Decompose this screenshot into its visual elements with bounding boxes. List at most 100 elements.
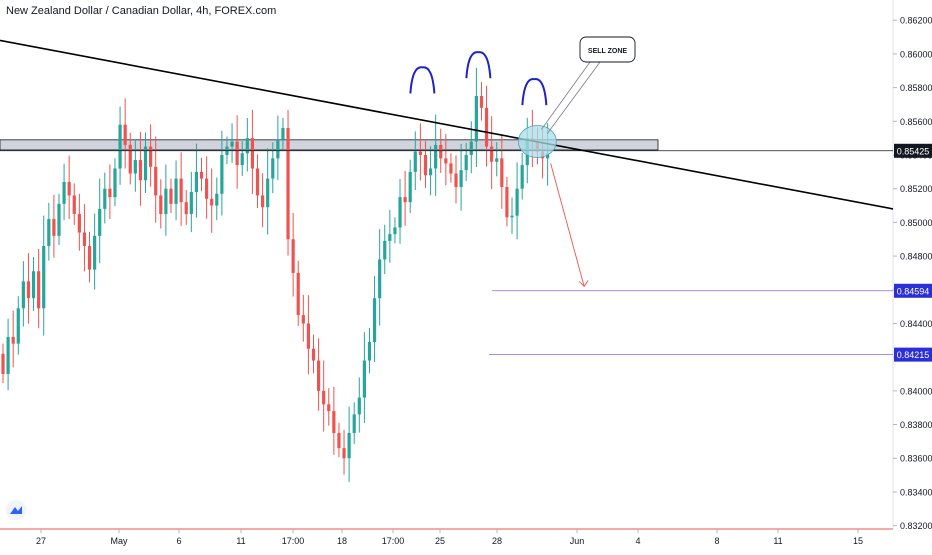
candle-body xyxy=(413,151,417,172)
candle-body xyxy=(133,160,137,174)
target-price-label: 0.84594 xyxy=(897,286,930,296)
candle-body xyxy=(490,146,494,162)
x-tick-label: 8 xyxy=(714,536,719,546)
candle-body xyxy=(459,170,463,188)
candle xyxy=(510,197,514,234)
candle-body xyxy=(393,227,397,235)
candles xyxy=(1,67,550,482)
candle-body xyxy=(149,146,153,167)
candle xyxy=(113,158,117,207)
candle xyxy=(413,131,417,191)
y-tick-label: 0.84400 xyxy=(900,319,932,329)
tradingview-logo-icon xyxy=(6,500,26,520)
candle xyxy=(291,212,295,297)
candle xyxy=(418,123,422,181)
candle-body xyxy=(286,128,290,240)
candle-body xyxy=(235,141,239,166)
candle xyxy=(133,139,137,192)
candle xyxy=(423,140,428,188)
trendline xyxy=(0,39,894,210)
candle xyxy=(306,295,310,375)
candle-body xyxy=(128,144,132,174)
candle xyxy=(143,132,148,194)
candle-body xyxy=(322,390,326,405)
candle-body xyxy=(500,158,504,188)
candle xyxy=(164,164,168,236)
candle-body xyxy=(82,232,87,246)
candle xyxy=(103,172,107,224)
candle xyxy=(194,143,199,218)
x-tick-label: 17:00 xyxy=(382,536,405,546)
candle xyxy=(93,213,97,290)
candle xyxy=(235,115,239,189)
candle xyxy=(169,178,173,213)
candle-body xyxy=(510,215,514,218)
candle-body xyxy=(159,195,163,214)
x-tick-label: 25 xyxy=(435,536,445,546)
candle xyxy=(250,109,255,194)
y-tick-label: 0.85200 xyxy=(900,184,932,194)
candle xyxy=(31,257,36,311)
candle xyxy=(87,231,92,283)
candle-body xyxy=(67,181,71,196)
pattern-arc-2 xyxy=(521,78,548,106)
x-tick-label: 27 xyxy=(36,536,46,546)
candle-body xyxy=(52,219,56,236)
candle-body xyxy=(113,168,117,198)
x-tick-label: 11 xyxy=(236,536,245,546)
candle-body xyxy=(245,138,249,154)
candle xyxy=(138,131,143,206)
candle xyxy=(484,85,489,167)
candle-body xyxy=(428,168,433,176)
candle-body xyxy=(138,160,143,181)
candle xyxy=(449,153,453,183)
candle xyxy=(276,115,280,181)
y-tick-label: 0.83600 xyxy=(900,454,932,464)
candle xyxy=(434,114,438,196)
candle-body xyxy=(6,336,10,375)
candle xyxy=(11,310,15,368)
y-tick-label: 0.86000 xyxy=(900,49,932,59)
candle xyxy=(383,224,387,275)
x-tick-label: 17:00 xyxy=(282,536,305,546)
candle-body xyxy=(479,96,484,108)
candle-body xyxy=(454,173,458,188)
candle-body xyxy=(154,166,158,196)
candle xyxy=(398,178,402,244)
candle xyxy=(495,142,499,177)
projection-arrow-line xyxy=(550,163,585,287)
candle-body xyxy=(199,171,204,179)
candle xyxy=(428,146,433,196)
candle-body xyxy=(174,178,178,204)
y-tick-label: 0.84000 xyxy=(900,386,932,396)
x-tick-label: May xyxy=(110,536,128,546)
candle xyxy=(179,152,183,226)
candle xyxy=(77,193,81,251)
candle-body xyxy=(439,144,443,159)
candle-body xyxy=(311,348,316,361)
callout-box xyxy=(579,36,636,63)
candle xyxy=(52,194,56,258)
axes: 0.862000.860000.858000.856000.854000.852… xyxy=(36,16,932,546)
candle-body xyxy=(42,245,46,309)
candle-body xyxy=(332,411,336,433)
candle-body xyxy=(103,188,107,209)
candle xyxy=(26,253,31,324)
candle-body xyxy=(169,188,173,204)
candle-body xyxy=(123,124,127,145)
candle-body xyxy=(418,151,422,155)
candle xyxy=(327,388,331,426)
target-price-badge xyxy=(894,283,932,298)
y-tick-label: 0.86200 xyxy=(900,16,932,26)
candle xyxy=(347,406,351,482)
candle-body xyxy=(16,308,20,344)
y-tick-label: 0.85600 xyxy=(900,117,932,127)
candle-body xyxy=(118,124,122,169)
candle xyxy=(357,377,361,433)
sell-zone-rect xyxy=(0,139,659,151)
target-price-badge xyxy=(894,347,932,362)
candle xyxy=(281,117,285,149)
candle xyxy=(245,117,249,172)
